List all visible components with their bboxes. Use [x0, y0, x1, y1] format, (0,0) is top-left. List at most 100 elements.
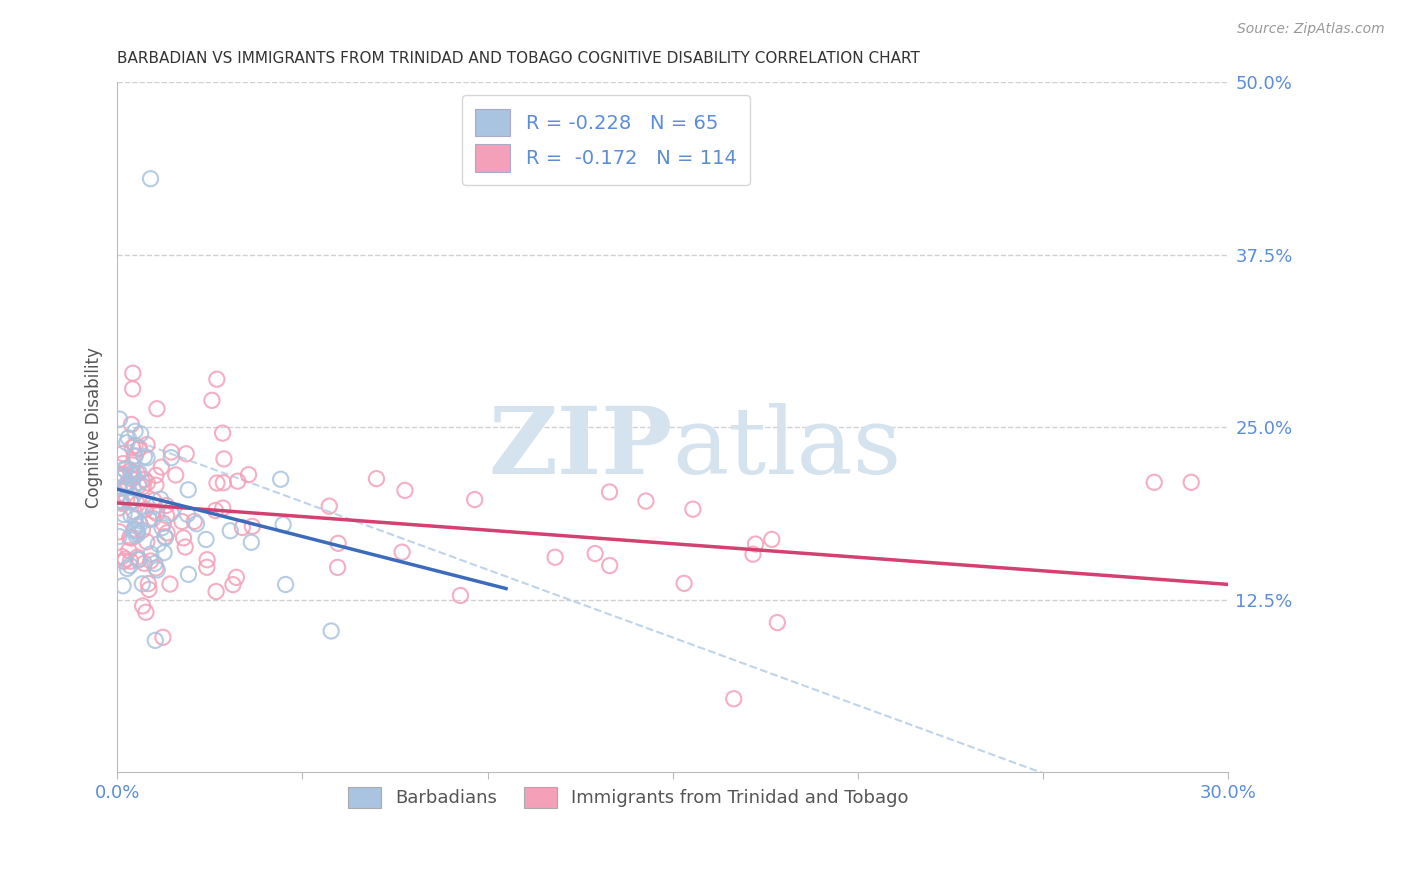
Text: atlas: atlas	[672, 403, 903, 492]
Point	[143, 633, 166, 648]
Point	[744, 537, 766, 551]
Point	[120, 558, 142, 573]
Point	[120, 466, 142, 480]
Point	[108, 529, 131, 543]
Point	[134, 502, 156, 516]
Point	[146, 563, 169, 577]
Point	[121, 458, 143, 472]
Point	[599, 558, 621, 573]
Point	[150, 460, 173, 475]
Point	[146, 507, 169, 521]
Point	[114, 552, 136, 566]
Point	[177, 567, 200, 582]
Point	[112, 508, 135, 522]
Point	[120, 531, 142, 545]
Point	[122, 449, 145, 463]
Point	[201, 393, 224, 408]
Point	[155, 499, 177, 513]
Point	[449, 589, 471, 603]
Point	[170, 515, 193, 529]
Point	[673, 576, 696, 591]
Point	[131, 523, 153, 537]
Point	[160, 506, 183, 520]
Point	[274, 577, 297, 591]
Point	[186, 516, 208, 531]
Point	[139, 512, 162, 526]
Point	[124, 449, 146, 463]
Point	[122, 469, 145, 483]
Point	[326, 560, 349, 574]
Point	[183, 515, 205, 529]
Point	[108, 412, 131, 426]
Point	[125, 528, 148, 542]
Point	[115, 478, 138, 492]
Point	[115, 435, 138, 450]
Point	[124, 524, 146, 538]
Point	[122, 522, 145, 536]
Point	[108, 469, 131, 483]
Point	[136, 450, 159, 465]
Point	[142, 511, 165, 525]
Point	[139, 171, 162, 186]
Point	[212, 452, 235, 467]
Legend: Barbadians, Immigrants from Trinidad and Tobago: Barbadians, Immigrants from Trinidad and…	[340, 780, 915, 814]
Point	[394, 483, 416, 498]
Point	[115, 491, 138, 506]
Point	[111, 496, 134, 510]
Point	[391, 545, 413, 559]
Point	[176, 508, 198, 522]
Point	[222, 577, 245, 591]
Point	[129, 516, 152, 531]
Point	[122, 489, 145, 503]
Point	[634, 494, 657, 508]
Point	[127, 524, 149, 539]
Point	[212, 475, 235, 490]
Point	[145, 561, 167, 575]
Point	[205, 584, 228, 599]
Point	[174, 540, 197, 554]
Point	[145, 478, 167, 492]
Point	[124, 424, 146, 438]
Point	[136, 437, 159, 451]
Point	[120, 495, 142, 509]
Point	[155, 508, 177, 523]
Point	[124, 512, 146, 526]
Point	[128, 479, 150, 493]
Point	[366, 472, 388, 486]
Point	[583, 547, 606, 561]
Point	[118, 531, 141, 545]
Point	[128, 475, 150, 490]
Point	[321, 624, 343, 638]
Point	[211, 426, 233, 441]
Point	[205, 372, 228, 386]
Point	[599, 485, 621, 500]
Point	[139, 554, 162, 568]
Point	[117, 561, 139, 575]
Point	[682, 502, 704, 516]
Point	[108, 468, 131, 483]
Point	[160, 445, 183, 459]
Point	[122, 471, 145, 485]
Text: Source: ZipAtlas.com: Source: ZipAtlas.com	[1237, 22, 1385, 37]
Point	[117, 431, 139, 445]
Point	[117, 475, 139, 490]
Point	[174, 447, 197, 461]
Point	[114, 463, 136, 477]
Point	[195, 560, 218, 574]
Point	[131, 576, 153, 591]
Point	[134, 557, 156, 571]
Point	[111, 457, 134, 471]
Point	[204, 503, 226, 517]
Point	[195, 552, 218, 566]
Point	[129, 426, 152, 441]
Point	[125, 519, 148, 533]
Point	[135, 605, 157, 619]
Point	[159, 577, 181, 591]
Point	[139, 547, 162, 561]
Point	[205, 476, 228, 491]
Point	[112, 554, 135, 568]
Point	[138, 582, 160, 597]
Point	[110, 493, 132, 508]
Point	[124, 438, 146, 452]
Point	[152, 630, 174, 644]
